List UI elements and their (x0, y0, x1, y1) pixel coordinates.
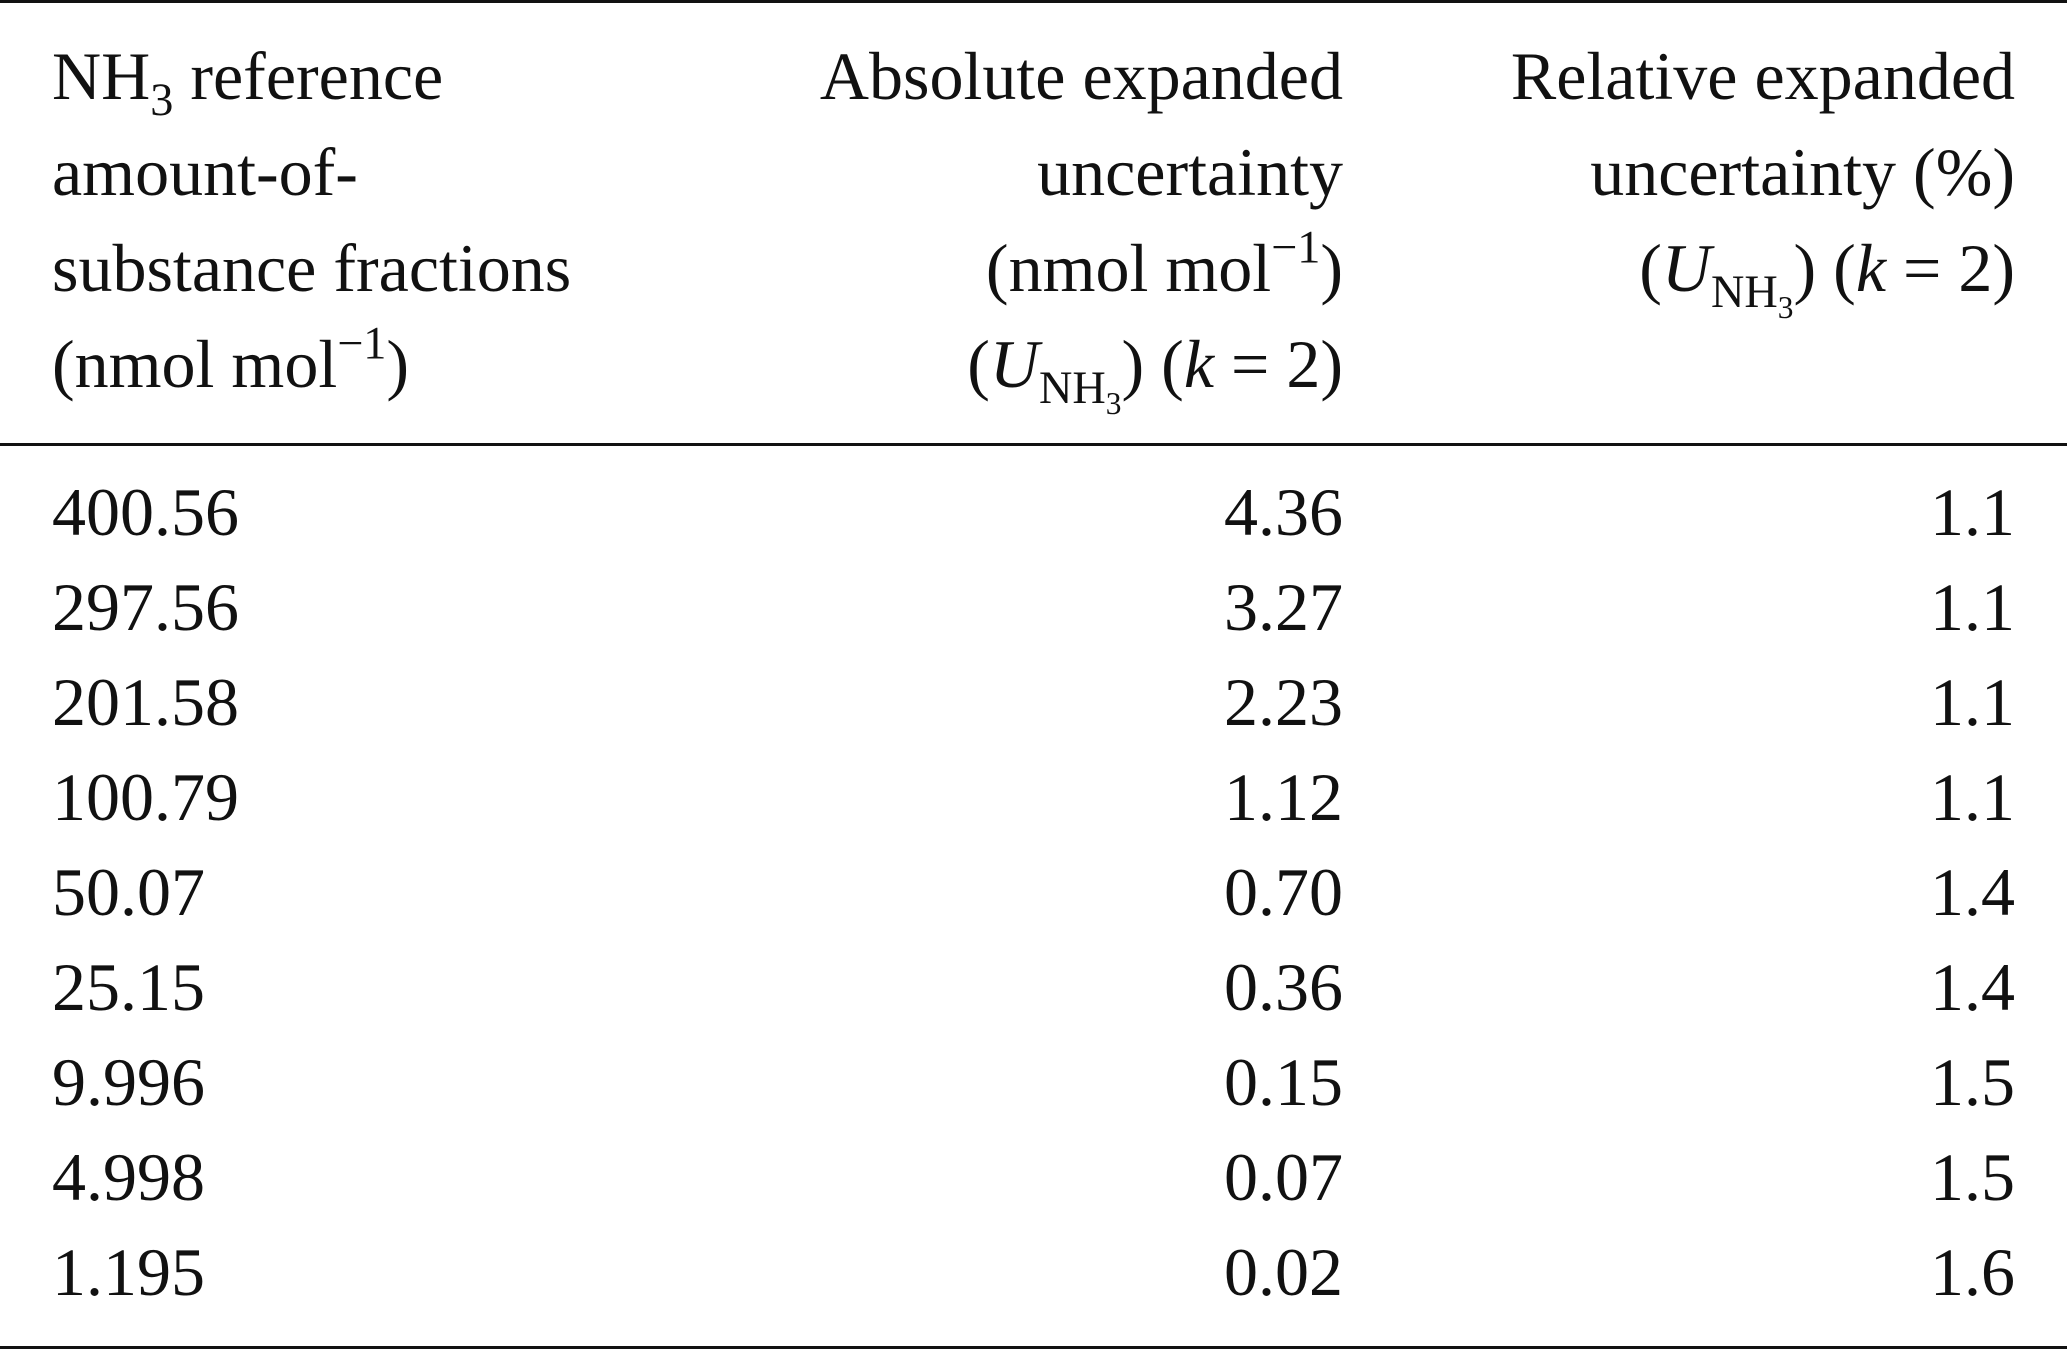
header-text: = 2) (1886, 230, 2015, 306)
table-row: 1.195 0.02 1.6 (0, 1225, 2067, 1320)
header-line: (nmol mol−1) (52, 316, 692, 412)
header-reference-fractions: NH3 reference amount-of- substance fract… (52, 28, 692, 412)
header-line: (nmol mol−1) (700, 220, 1343, 316)
header-text: ) ( (1793, 230, 1856, 306)
top-rule (0, 0, 2067, 3)
cell-relative: 1.1 (1930, 664, 2015, 740)
superscript: −1 (337, 318, 387, 370)
table-row: 50.07 0.70 1.4 (0, 845, 2067, 940)
cell-absolute: 3.27 (1224, 569, 1343, 645)
cell-reference: 25.15 (52, 949, 205, 1025)
header-text: ) (386, 326, 410, 402)
table-row: 201.58 2.23 1.1 (0, 655, 2067, 750)
table-row: 400.56 4.36 1.1 (0, 465, 2067, 560)
cell-relative: 1.5 (1930, 1044, 2015, 1120)
header-relative-uncertainty: Relative expanded uncertainty (%) (UNH3)… (1360, 28, 2015, 324)
cell-absolute: 0.02 (1224, 1234, 1343, 1310)
cell-relative: 1.5 (1930, 1139, 2015, 1215)
cell-reference: 1.195 (52, 1234, 205, 1310)
cell-reference: 100.79 (52, 759, 239, 835)
cell-absolute: 0.15 (1224, 1044, 1343, 1120)
subscript: 3 (1105, 386, 1122, 422)
header-text: NH (52, 38, 151, 114)
table-row: 297.56 3.27 1.1 (0, 560, 2067, 655)
cell-absolute: 0.36 (1224, 949, 1343, 1025)
header-line: amount-of- (52, 134, 358, 210)
table-row: 100.79 1.12 1.1 (0, 750, 2067, 845)
header-text: ) ( (1121, 326, 1184, 402)
symbol-u: U (1661, 230, 1712, 306)
header-line: NH3 reference (52, 28, 692, 124)
header-line: (UNH3) (k = 2) (1360, 220, 2015, 324)
cell-absolute: 0.07 (1224, 1139, 1343, 1215)
header-text: (nmol mol (985, 230, 1272, 306)
header-line: uncertainty (1037, 134, 1343, 210)
cell-relative: 1.1 (1930, 474, 2015, 550)
header-line: Relative expanded (1510, 38, 2015, 114)
header-text: reference (173, 38, 444, 114)
cell-relative: 1.1 (1930, 569, 2015, 645)
subscript: NH3 (1711, 267, 1794, 324)
cell-absolute: 4.36 (1224, 474, 1343, 550)
cell-reference: 297.56 (52, 569, 239, 645)
cell-reference: 50.07 (52, 854, 205, 930)
table-row: 4.998 0.07 1.5 (0, 1130, 2067, 1225)
cell-reference: 201.58 (52, 664, 239, 740)
cell-relative: 1.4 (1930, 854, 2015, 930)
cell-absolute: 2.23 (1224, 664, 1343, 740)
header-rule (0, 443, 2067, 446)
subscript-text: NH (1039, 363, 1106, 415)
header-text: = 2) (1214, 326, 1343, 402)
cell-relative: 1.1 (1930, 759, 2015, 835)
subscript: 3 (150, 75, 174, 127)
cell-absolute: 0.70 (1224, 854, 1343, 930)
bottom-rule (0, 1346, 2067, 1349)
header-text: ) (1320, 230, 1343, 306)
header-line: substance fractions (52, 230, 572, 306)
cell-relative: 1.4 (1930, 949, 2015, 1025)
header-line: Absolute expanded (819, 38, 1343, 114)
symbol-k: k (1855, 230, 1886, 306)
subscript: NH3 (1039, 363, 1122, 420)
table-row: 25.15 0.36 1.4 (0, 940, 2067, 1035)
subscript-text: NH (1711, 267, 1778, 319)
header-line: uncertainty (%) (1590, 134, 2015, 210)
header-text: ( (967, 326, 990, 402)
header-text: (nmol mol (52, 326, 338, 402)
table-row: 9.996 0.15 1.5 (0, 1035, 2067, 1130)
symbol-u: U (989, 326, 1040, 402)
symbol-k: k (1183, 326, 1214, 402)
subscript: 3 (1777, 290, 1794, 326)
header-absolute-uncertainty: Absolute expanded uncertainty (nmol mol−… (700, 28, 1343, 420)
cell-reference: 4.998 (52, 1139, 205, 1215)
superscript: −1 (1271, 222, 1321, 274)
cell-absolute: 1.12 (1224, 759, 1343, 835)
cell-relative: 1.6 (1930, 1234, 2015, 1310)
header-text: ( (1639, 230, 1662, 306)
cell-reference: 400.56 (52, 474, 239, 550)
cell-reference: 9.996 (52, 1044, 205, 1120)
header-line: (UNH3) (k = 2) (700, 316, 1343, 420)
